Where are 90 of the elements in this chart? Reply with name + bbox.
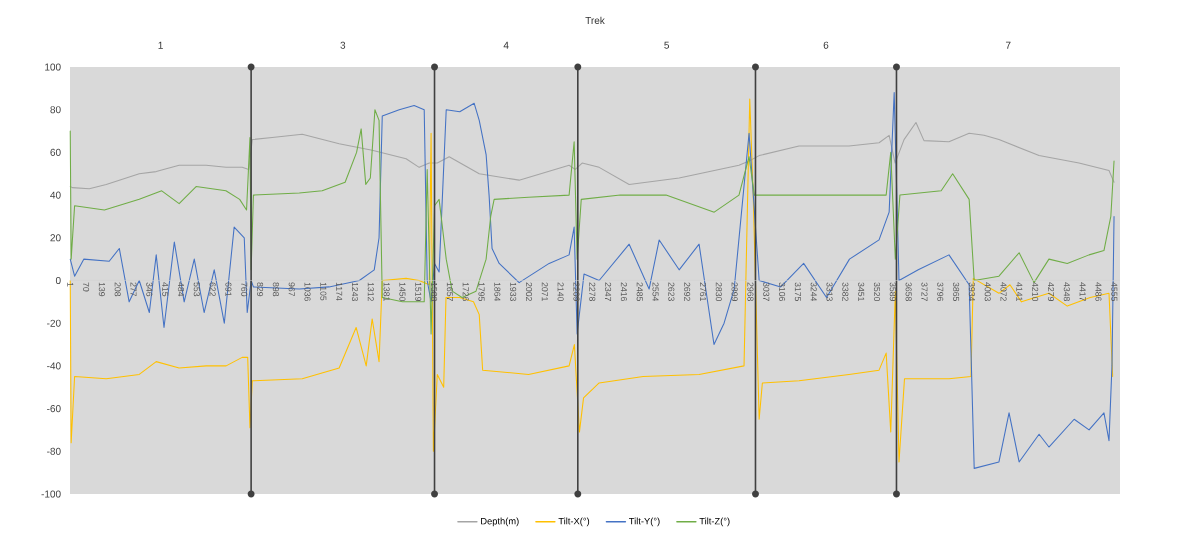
x-tick-label: 1243 xyxy=(351,282,359,301)
legend-label: Tilt-X(°) xyxy=(558,517,590,527)
x-tick-label: 3865 xyxy=(953,282,960,301)
x-tick-label: 346 xyxy=(146,282,153,297)
x-tick-label: 277 xyxy=(130,282,137,297)
x-tick-label: 2416 xyxy=(620,282,627,301)
x-tick-label: 1657 xyxy=(446,282,453,301)
x-tick-label: 4210 xyxy=(1032,282,1039,302)
x-tick-label: 3520 xyxy=(873,282,881,302)
x-tick-label: 1588 xyxy=(431,282,438,301)
x-tick-label: 1795 xyxy=(478,282,485,301)
band-label: 1 xyxy=(158,41,163,49)
x-tick-label: 1036 xyxy=(304,282,311,301)
x-tick-label: 139 xyxy=(98,282,105,297)
y-tick-label: 40 xyxy=(50,191,61,199)
y-tick-label: -20 xyxy=(47,319,61,327)
x-tick-label: 208 xyxy=(114,282,121,297)
x-tick-label: 3175 xyxy=(794,282,801,301)
x-tick-label: 3934 xyxy=(968,282,975,302)
x-tick-label: 3382 xyxy=(842,282,849,301)
x-tick-label: 4279 xyxy=(1047,282,1055,301)
x-tick-label: 1519 xyxy=(415,282,422,301)
x-tick-label: 3796 xyxy=(937,282,944,301)
x-tick-label: 967 xyxy=(288,282,295,297)
x-tick-label: 2071 xyxy=(541,282,548,301)
x-tick-label: 1864 xyxy=(494,282,501,302)
x-tick-label: 4003 xyxy=(984,282,991,301)
legend-label: Depth(m) xyxy=(481,517,519,527)
y-tick-label: 0 xyxy=(55,276,61,285)
x-tick-label: 415 xyxy=(162,282,169,297)
x-tick-label: 2899 xyxy=(731,282,738,301)
x-tick-label: 3727 xyxy=(921,282,928,301)
x-tick-label: 4555 xyxy=(1111,282,1118,301)
x-tick-label: 4486 xyxy=(1095,282,1102,301)
x-tick-label: 3451 xyxy=(858,282,865,301)
x-tick-label: 3658 xyxy=(905,282,912,301)
x-tick-label: 4348 xyxy=(1063,282,1070,301)
x-tick-label: 2347 xyxy=(605,282,612,301)
y-tick-label: 20 xyxy=(50,234,61,242)
chart-title: Trek xyxy=(585,16,605,25)
band-label: 6 xyxy=(823,41,829,49)
y-tick-label: 80 xyxy=(50,106,61,114)
legend-label: Tilt-Z(°) xyxy=(699,517,730,527)
y-tick-label: -60 xyxy=(47,405,61,413)
x-tick-label: 2140 xyxy=(557,282,564,302)
y-tick-label: -40 xyxy=(47,362,61,370)
x-tick-label: 3313 xyxy=(826,282,833,301)
y-tick-label: 100 xyxy=(45,63,61,71)
x-tick-label: 898 xyxy=(272,282,279,297)
x-tick-label: 2692 xyxy=(684,282,691,301)
x-tick-label: 2278 xyxy=(589,282,596,301)
x-tick-label: 2623 xyxy=(668,282,675,301)
x-tick-label: 2830 xyxy=(715,282,722,302)
x-tick-label: 4141 xyxy=(1016,282,1023,301)
x-tick-label: 484 xyxy=(177,282,185,297)
y-tick-label: -100 xyxy=(41,490,61,498)
x-tick-label: 622 xyxy=(209,282,216,297)
x-tick-label: 4417 xyxy=(1079,282,1086,301)
x-tick-label: 2968 xyxy=(747,282,754,301)
band-label: 7 xyxy=(1005,41,1011,49)
x-tick-label: 3589 xyxy=(889,282,896,301)
x-tick-label: 4072 xyxy=(1000,282,1007,301)
x-tick-label: 2761 xyxy=(699,282,707,301)
x-tick-label: 70 xyxy=(82,282,90,292)
x-tick-label: 3106 xyxy=(779,282,786,301)
x-tick-label: 691 xyxy=(225,282,232,297)
x-tick-label: 3244 xyxy=(810,282,817,302)
x-tick-label: 1174 xyxy=(336,282,343,301)
x-tick-label: 3037 xyxy=(763,282,770,301)
x-tick-label: 1 xyxy=(67,282,74,287)
x-tick-label: 1312 xyxy=(367,282,374,301)
band-label: 3 xyxy=(340,41,346,49)
x-tick-label: 553 xyxy=(193,282,200,297)
line-series xyxy=(69,121,1115,190)
x-tick-label: 1105 xyxy=(320,282,327,301)
x-tick-label: 829 xyxy=(257,282,264,297)
band-label: 4 xyxy=(503,41,509,49)
x-tick-label: 1381 xyxy=(383,282,390,301)
x-tick-label: 1450 xyxy=(399,282,406,302)
y-tick-label: 60 xyxy=(50,148,61,156)
x-tick-label: 760 xyxy=(241,282,248,297)
x-tick-label: 2485 xyxy=(636,282,643,301)
x-tick-label: 2554 xyxy=(652,282,659,302)
x-tick-label: 1726 xyxy=(462,282,469,301)
legend-label: Tilt-Y(°) xyxy=(629,517,660,527)
x-tick-label: 1933 xyxy=(510,282,517,301)
x-tick-label: 2002 xyxy=(525,282,533,301)
band-label: 5 xyxy=(664,41,670,49)
x-tick-label: 2209 xyxy=(573,282,580,301)
y-tick-label: -80 xyxy=(47,447,61,455)
